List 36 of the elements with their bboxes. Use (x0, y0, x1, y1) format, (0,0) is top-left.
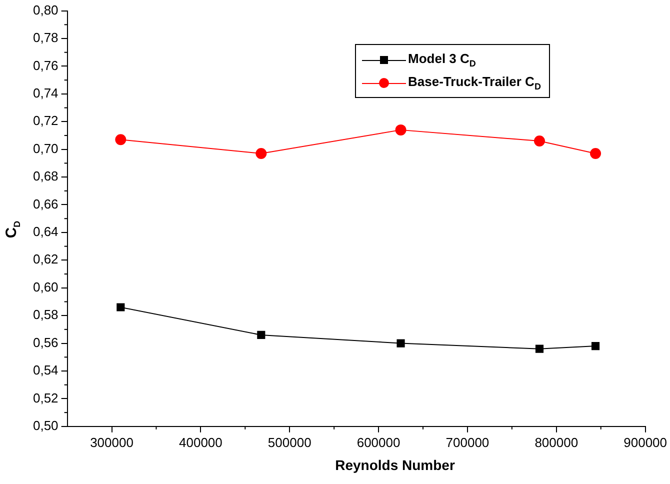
x-tick-label: 700000 (446, 434, 490, 450)
y-tick-label: 0,68 (32, 168, 58, 184)
x-tick-label: 600000 (356, 434, 400, 450)
legend-label: Base-Truck-Trailer C$_{D}$ (408, 74, 541, 92)
y-tick-label: 0,74 (32, 86, 58, 100)
x-tick-label: 500000 (268, 434, 312, 450)
y-tick-label: 0,58 (32, 307, 58, 322)
point (534, 136, 545, 147)
y-tick-label: 0,52 (32, 390, 58, 406)
y-tick-label: 0,60 (32, 279, 58, 294)
y-tick-label: 0,78 (32, 30, 58, 46)
y-tick-label: 0,62 (32, 252, 58, 267)
x-tick-label: 400000 (178, 434, 222, 450)
y-tick-label: 0,76 (32, 58, 58, 73)
x-tick-label: 800000 (534, 434, 578, 450)
y-tick-label: 0,70 (32, 140, 58, 156)
y-tick-label: 0,56 (32, 334, 58, 350)
legend-label: Model 3 C$_{D}$ (408, 50, 476, 68)
y-tick-label: 0,80 (32, 2, 58, 18)
point (591, 342, 600, 350)
point (590, 148, 602, 159)
point (396, 339, 405, 348)
x-tick-label: 900000 (624, 434, 668, 450)
point (115, 134, 126, 146)
y-tick-label: 0,66 (32, 196, 58, 212)
point (395, 124, 406, 136)
y-tick-label: 0,72 (32, 113, 58, 128)
x-axis-title: Reynolds Number (334, 457, 456, 473)
point (256, 148, 267, 159)
x-tick-label: 300000 (90, 434, 134, 450)
point (535, 344, 544, 353)
point (116, 303, 125, 312)
y-tick-label: 0,50 (32, 418, 58, 433)
point (257, 330, 266, 340)
y-tick-label: 0,54 (32, 362, 58, 378)
y-tick-label: 0,64 (32, 224, 58, 240)
